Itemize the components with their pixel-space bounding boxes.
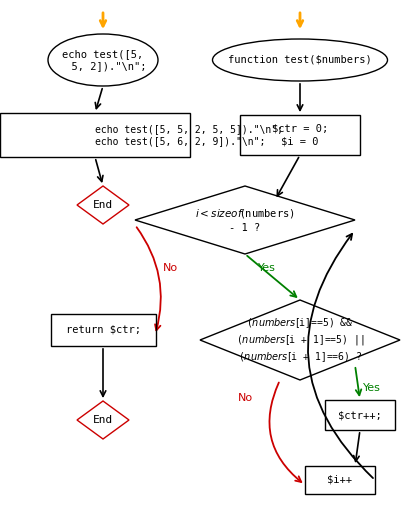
Text: End: End [93,200,113,210]
Text: $ctr++;: $ctr++; [338,410,382,420]
Text: End: End [93,415,113,425]
Text: No: No [162,263,178,273]
Text: echo test([5, 5, 2, 5, 5])."\n";
echo test([5, 6, 2, 9])."\n";: echo test([5, 5, 2, 5, 5])."\n"; echo te… [95,124,283,146]
Text: No: No [237,393,253,403]
Text: echo test([5,
  5, 2])."\n";: echo test([5, 5, 2])."\n"; [59,49,147,71]
Text: Yes: Yes [363,383,381,393]
Text: $ctr = 0;
$i = 0: $ctr = 0; $i = 0 [272,124,328,146]
Text: function test($numbers): function test($numbers) [228,55,372,65]
Text: ($numbers[$i]==5) &&
($numbers[$i + 1]==5) ||
($numbers[$i + 1]==6) ?: ($numbers[$i]==5) && ($numbers[$i + 1]==… [236,317,364,364]
Text: $i < sizeof($numbers)
- 1 ?: $i < sizeof($numbers) - 1 ? [195,207,295,233]
Text: $i++: $i++ [328,475,353,485]
Text: return $ctr;: return $ctr; [66,325,140,335]
Text: Yes: Yes [258,263,276,273]
